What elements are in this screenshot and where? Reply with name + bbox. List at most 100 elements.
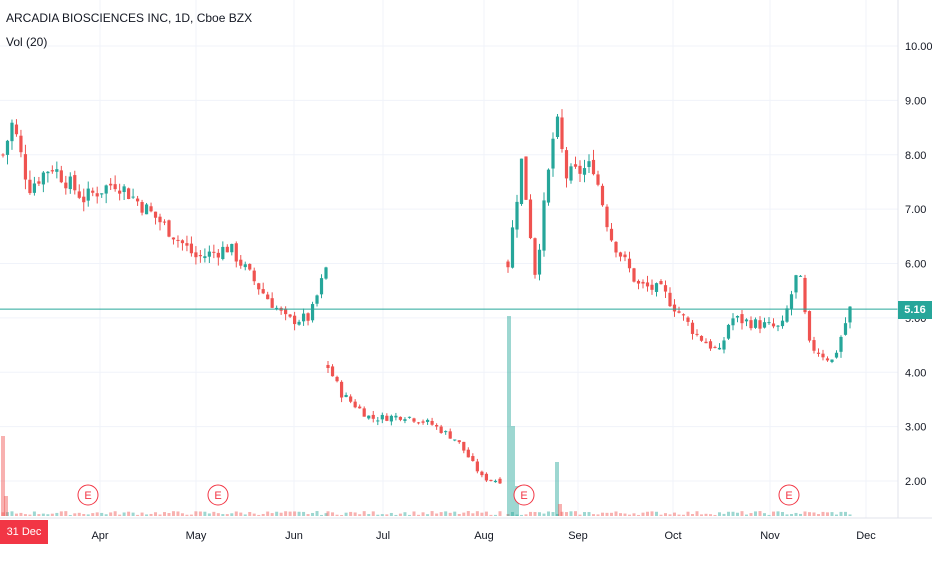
volume-bar xyxy=(511,511,514,516)
volume-bar xyxy=(421,512,425,516)
candle-body xyxy=(55,169,59,172)
candle-body xyxy=(118,190,122,194)
volume-bar xyxy=(587,512,591,516)
volume-bar xyxy=(538,512,541,516)
volume-bar xyxy=(736,512,739,516)
candle-body xyxy=(462,441,466,451)
candle-body xyxy=(542,200,546,251)
time-axis[interactable]: Apr May Jun Jul Aug Sep Oct Nov Dec xyxy=(91,530,876,542)
candle-body xyxy=(708,341,713,349)
volume-bar xyxy=(122,512,126,516)
candle-body xyxy=(695,333,699,335)
volume-bar xyxy=(10,511,14,516)
volume-bar xyxy=(812,512,816,516)
volume-bar xyxy=(754,511,757,516)
candle-body xyxy=(498,478,502,484)
earnings-marker[interactable]: E xyxy=(77,484,99,506)
candle-body xyxy=(776,325,780,327)
candle-body xyxy=(524,156,528,200)
volume-bar xyxy=(403,512,407,516)
earnings-marker-label: E xyxy=(520,490,527,502)
candle-body xyxy=(326,364,330,369)
candle-body xyxy=(807,311,812,341)
earnings-marker[interactable]: E xyxy=(207,484,229,506)
candle-body xyxy=(839,336,843,352)
volume-bar xyxy=(68,514,72,516)
volume-bar xyxy=(335,514,339,516)
candle-body xyxy=(135,198,140,202)
candle-body xyxy=(167,220,171,237)
volume-bar xyxy=(266,511,270,516)
volume-bar xyxy=(131,512,135,516)
volume-indicator-label[interactable]: Vol (20) xyxy=(6,35,48,49)
volume-bar xyxy=(641,512,645,516)
volume-bar xyxy=(686,511,690,516)
candle-body xyxy=(528,199,533,239)
candle-body xyxy=(403,419,407,421)
volume-bar xyxy=(257,514,261,516)
earnings-marker[interactable]: E xyxy=(513,484,535,506)
volume-bar xyxy=(412,511,416,516)
volume-bar xyxy=(417,514,421,516)
volume-bar xyxy=(185,514,189,516)
volume-bar xyxy=(180,513,184,516)
candle-body xyxy=(690,322,695,334)
time-tick-label: Oct xyxy=(664,530,681,542)
candle-body xyxy=(216,252,220,258)
candle-body xyxy=(64,182,68,189)
candle-body xyxy=(484,473,489,481)
candle-body xyxy=(203,256,207,259)
volume-bars xyxy=(1,316,852,516)
volume-bar xyxy=(1,436,5,516)
volume-bar xyxy=(569,511,573,516)
candle-body xyxy=(699,335,704,341)
volume-bar xyxy=(91,513,95,516)
candle-body xyxy=(632,268,636,282)
volume-bar xyxy=(682,514,685,516)
volume-bar xyxy=(279,512,283,516)
candlestick-series xyxy=(1,109,852,485)
volume-bar xyxy=(731,511,735,516)
price-chart[interactable]: E E E E 10.009.008.007.006.005.004.003.002.… xyxy=(0,0,932,550)
volume-bar xyxy=(149,513,153,516)
volume-bar xyxy=(560,511,564,516)
candle-body xyxy=(91,190,95,193)
candle-body xyxy=(50,170,54,172)
candle-body xyxy=(297,321,301,325)
volume-bar xyxy=(77,512,81,516)
candle-body xyxy=(162,221,167,223)
volume-bar xyxy=(371,511,375,516)
candle-body xyxy=(68,176,72,190)
candle-body xyxy=(358,406,362,409)
earnings-marker-circle xyxy=(778,484,800,506)
volume-bar xyxy=(704,513,708,516)
candle-body xyxy=(171,237,176,240)
volume-bar xyxy=(727,511,730,516)
candle-body xyxy=(176,239,180,241)
volume-bar xyxy=(55,512,59,516)
candle-body xyxy=(636,280,641,284)
candle-body xyxy=(412,418,416,422)
volume-bar xyxy=(565,512,568,516)
candle-body xyxy=(457,440,461,443)
volume-bar xyxy=(212,511,216,516)
earnings-marker[interactable]: E xyxy=(778,484,800,506)
candle-body xyxy=(319,278,324,295)
time-tick-label: Sep xyxy=(568,530,588,542)
volume-bar xyxy=(248,511,252,516)
candle-body xyxy=(591,159,596,175)
candle-body xyxy=(131,196,135,198)
candle-body xyxy=(677,311,681,313)
candle-body xyxy=(672,304,677,312)
volume-bar xyxy=(14,513,18,516)
volume-bar xyxy=(331,512,335,516)
volume-bar xyxy=(776,511,780,516)
volume-bar xyxy=(619,513,622,516)
candle-body xyxy=(158,216,162,223)
candle-body xyxy=(371,414,375,419)
candle-body xyxy=(771,323,776,327)
volume-bar xyxy=(145,514,149,516)
volume-bar xyxy=(542,513,546,516)
price-axis[interactable]: 10.009.008.007.006.005.004.003.002.00 xyxy=(905,41,932,488)
